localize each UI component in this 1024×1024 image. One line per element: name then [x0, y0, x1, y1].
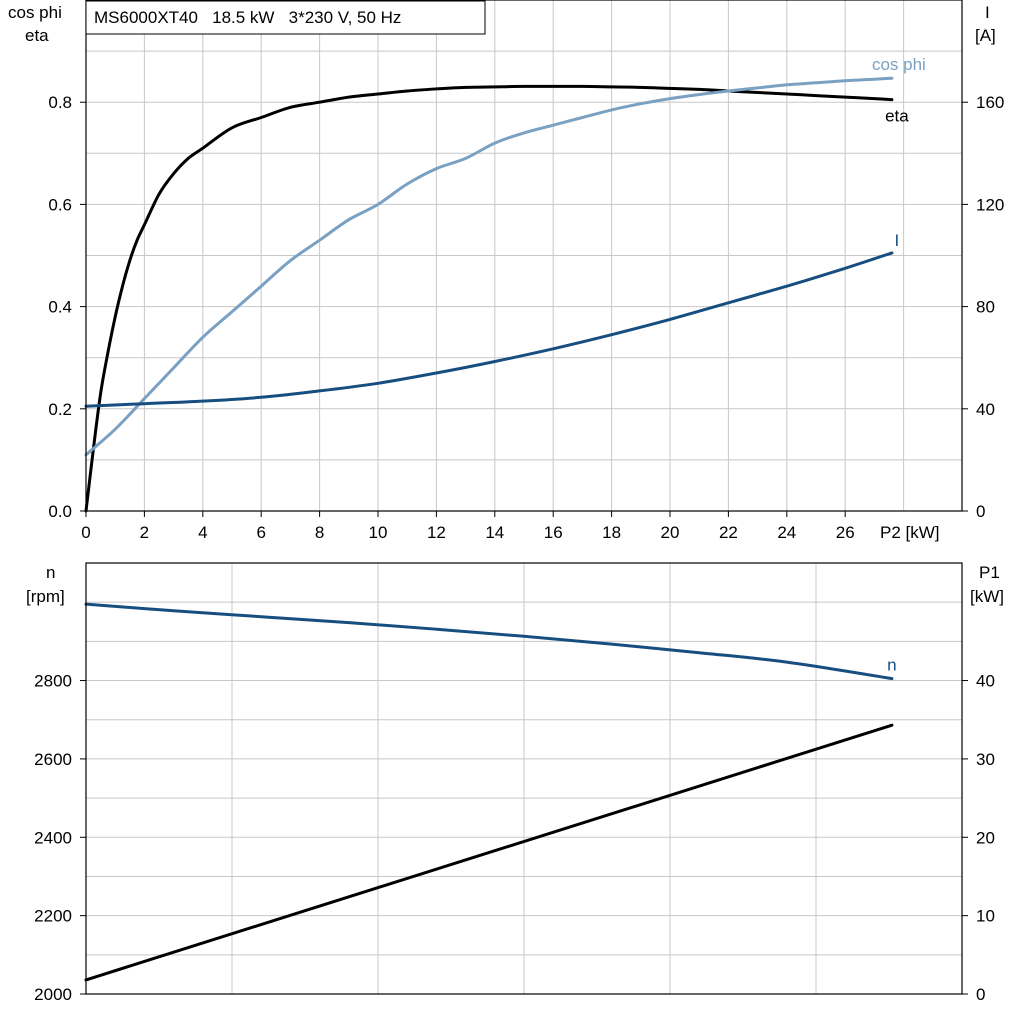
- bottom-plot-frame: [85, 562, 963, 995]
- right-axis-label-i: I: [985, 3, 990, 22]
- x-tick-label: 10: [369, 523, 388, 542]
- top-plot-frame: [85, 0, 963, 512]
- bottom-left-axis-label-n: n: [46, 563, 55, 582]
- x-tick-label: 26: [836, 523, 855, 542]
- series-p1-line: [84, 723, 894, 982]
- right-tick-label: 80: [976, 298, 995, 317]
- right-tick-label: 40: [976, 672, 995, 691]
- x-tick-label: 8: [315, 523, 324, 542]
- right-tick-label: 30: [976, 750, 995, 769]
- bottom-right-axis-label-p1: P1: [979, 563, 1000, 582]
- left-tick-label: 2400: [34, 828, 72, 847]
- top-curves: eta cos phi I: [84, 55, 926, 513]
- bottom-curves: n: [84, 602, 897, 982]
- right-tick-label: 0: [976, 985, 985, 1004]
- left-tick-label: 0.8: [48, 93, 72, 112]
- series-cos-phi-line: [84, 76, 894, 457]
- x-tick-label: 6: [256, 523, 265, 542]
- left-tick-label: 2800: [34, 672, 72, 691]
- series-eta-label: eta: [885, 107, 909, 126]
- bottom-panel: n n [rpm] P1 [kW] 2000 2200 2400 2600 2800 0 1…: [26, 562, 1004, 1004]
- bottom-right-axis-label-unit: [kW]: [970, 587, 1004, 606]
- x-tick-label: 14: [485, 523, 504, 542]
- left-tick-label: 2000: [34, 985, 72, 1004]
- right-tick-label: 120: [976, 195, 1004, 214]
- chart-title: MS6000XT40 18.5 kW 3*230 V, 50 Hz: [94, 8, 401, 27]
- series-i-label: I: [895, 231, 900, 250]
- right-tick-label: 160: [976, 93, 1004, 112]
- right-tick-label: 10: [976, 907, 995, 926]
- x-tick-label: 2: [140, 523, 149, 542]
- series-i-line: [84, 251, 894, 408]
- left-tick-label: 0.0: [48, 502, 72, 521]
- x-tick-label: 12: [427, 523, 446, 542]
- left-axis-label-eta: eta: [25, 26, 49, 45]
- x-tick-label: 16: [544, 523, 563, 542]
- right-tick-label: 0: [976, 502, 985, 521]
- top-grid: [86, 0, 962, 511]
- left-tick-label: 2200: [34, 907, 72, 926]
- title-box: [85, 0, 486, 35]
- left-tick-label: 0.2: [48, 400, 72, 419]
- top-panel: eta cos phi I MS6000XT40 18.5 kW 3*230 V, …: [8, 0, 1004, 542]
- bottom-tick-labels: 2000 2200 2400 2600 2800 0 10 20 30 40: [34, 672, 995, 1004]
- bottom-grid: [86, 563, 962, 994]
- series-n-label: n: [887, 656, 896, 675]
- right-tick-label: 20: [976, 828, 995, 847]
- x-tick-label: 20: [661, 523, 680, 542]
- x-tick-label: 24: [777, 523, 796, 542]
- left-tick-label: 2600: [34, 750, 72, 769]
- x-tick-label: 22: [719, 523, 738, 542]
- left-tick-label: 0.6: [48, 195, 72, 214]
- right-tick-label: 40: [976, 400, 995, 419]
- x-tick-label: 4: [198, 523, 207, 542]
- right-axis-label-unit: [A]: [975, 26, 996, 45]
- left-tick-label: 0.4: [48, 298, 72, 317]
- bottom-left-axis-label-unit: [rpm]: [26, 587, 65, 606]
- left-axis-label-cosphi: cos phi: [8, 3, 62, 22]
- series-n-line: [84, 602, 894, 681]
- x-axis-label: P2 [kW]: [880, 523, 940, 542]
- x-tick-label: 18: [602, 523, 621, 542]
- x-tick-label: 0: [81, 523, 90, 542]
- series-cos-phi-label: cos phi: [872, 55, 926, 74]
